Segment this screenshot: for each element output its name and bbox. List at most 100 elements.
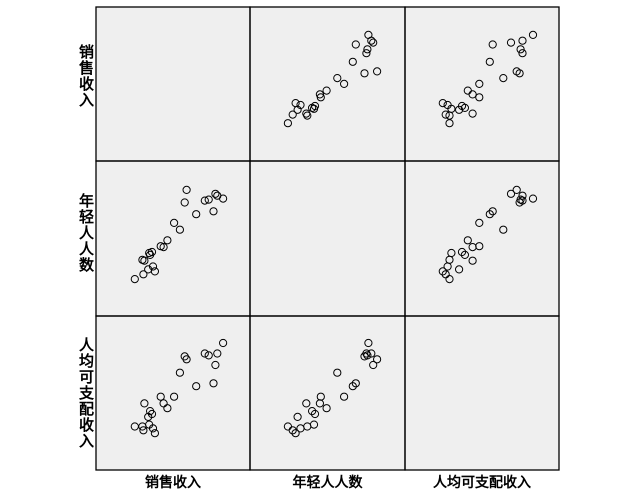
data-point: [468, 109, 477, 118]
data-point: [364, 338, 373, 348]
data-point: [138, 255, 147, 264]
data-point: [369, 360, 378, 370]
data-point: [296, 100, 305, 110]
data-point: [147, 409, 157, 419]
data-point: [150, 429, 159, 438]
data-point: [163, 236, 172, 245]
data-point: [322, 86, 331, 95]
data-point: [447, 248, 456, 258]
data-point: [139, 426, 148, 435]
data-point: [192, 210, 201, 219]
data-point: [485, 57, 494, 66]
data-point: [159, 399, 168, 408]
data-point: [438, 99, 447, 108]
data-point: [302, 399, 311, 408]
data-point: [310, 409, 320, 419]
data-point: [348, 382, 357, 391]
data-point: [209, 379, 218, 388]
data-point: [363, 45, 372, 54]
data-point: [363, 351, 372, 360]
data-point: [192, 382, 201, 391]
data-point: [516, 45, 525, 54]
data-point: [340, 79, 349, 89]
data-point: [303, 111, 312, 120]
data-point: [499, 74, 508, 83]
data-point: [211, 189, 220, 198]
data-point: [362, 349, 371, 358]
data-point: [315, 399, 324, 408]
data-point: [360, 69, 369, 78]
data-point: [506, 189, 516, 198]
data-point: [333, 74, 342, 83]
data-point: [463, 236, 472, 245]
data-point: [322, 404, 331, 413]
data-point: [204, 351, 213, 360]
panel-1-0: [96, 161, 250, 316]
data-point: [145, 420, 154, 429]
data-point: [219, 194, 228, 203]
panel-0-2: [405, 7, 559, 161]
data-point: [351, 40, 360, 49]
panel-1-1: [250, 161, 405, 316]
data-point: [468, 90, 477, 99]
data-point: [367, 349, 376, 358]
data-point: [518, 191, 527, 200]
data-point: [340, 392, 349, 401]
data-point: [475, 79, 484, 89]
data-point: [348, 57, 357, 66]
data-point: [516, 195, 525, 204]
data-point: [488, 207, 497, 216]
row-label-2: 人均可支配收入: [77, 337, 95, 449]
panel-border: [404, 315, 560, 471]
data-point: [148, 262, 158, 271]
data-point: [460, 250, 469, 259]
data-point: [156, 392, 165, 401]
data-point: [438, 267, 447, 276]
data-point: [175, 225, 184, 234]
data-point: [147, 247, 157, 257]
col-label-1: 年轻人人数: [292, 475, 363, 491]
data-point: [512, 185, 521, 194]
data-point: [291, 99, 300, 108]
data-point: [468, 243, 477, 252]
data-point: [364, 30, 373, 40]
data-point: [139, 270, 148, 279]
data-point: [518, 36, 527, 45]
data-point: [182, 185, 191, 194]
data-point: [518, 49, 527, 58]
data-point: [213, 349, 222, 358]
data-point: [283, 119, 292, 128]
data-point: [182, 355, 191, 364]
data-point: [170, 392, 179, 401]
panel-0-0: [96, 7, 250, 161]
data-point: [333, 368, 342, 377]
data-point: [499, 225, 508, 234]
data-point: [200, 349, 209, 358]
data-point: [180, 198, 189, 207]
data-point: [441, 110, 450, 119]
data-point: [468, 256, 477, 265]
data-point: [150, 267, 159, 276]
data-point: [369, 38, 378, 47]
data-point: [373, 67, 382, 76]
data-point: [528, 194, 538, 203]
data-point: [293, 412, 302, 421]
data-point: [362, 49, 371, 58]
data-point: [283, 422, 292, 431]
data-point: [457, 101, 467, 111]
data-point: [485, 210, 494, 219]
data-point: [175, 368, 184, 377]
data-point: [219, 338, 228, 348]
data-point: [140, 399, 149, 408]
data-point: [475, 93, 484, 102]
data-point: [308, 407, 317, 416]
data-point: [528, 30, 538, 40]
data-point: [488, 40, 497, 49]
panel-2-2: [405, 316, 559, 470]
data-point: [209, 207, 218, 216]
data-point: [512, 67, 521, 76]
data-point: [315, 90, 324, 99]
data-point: [309, 420, 319, 429]
data-point: [373, 355, 382, 364]
